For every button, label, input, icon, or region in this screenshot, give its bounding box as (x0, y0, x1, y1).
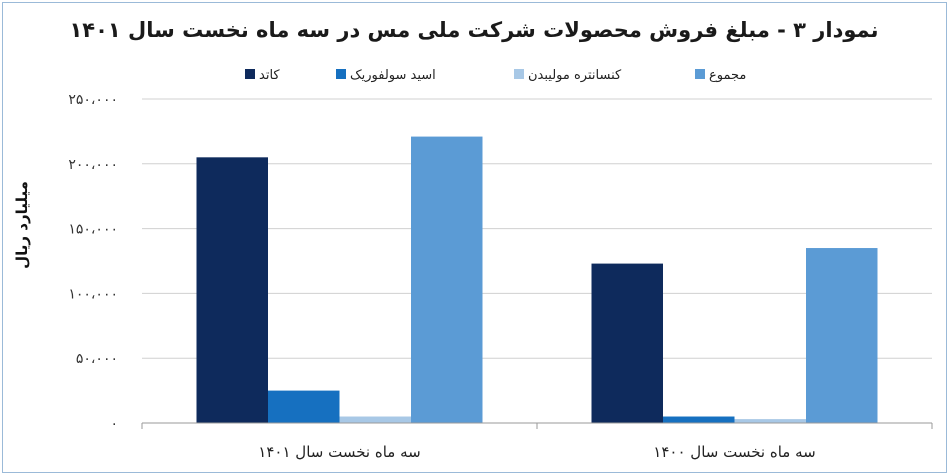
bar-1-3 (339, 416, 411, 423)
bars (196, 136, 878, 424)
y-tick-label: ۲۵۰،۰۰۰ (68, 92, 118, 108)
bar-2-4 (806, 248, 878, 423)
legend-label: کاتد (259, 68, 280, 83)
legend: کاتد اسید سولفوریک کنسانتره مولیبدن مجموع (245, 68, 746, 83)
legend-label: اسید سولفوریک (350, 68, 436, 83)
legend-label: مجموع (709, 68, 746, 83)
y-tick-label: ۱۰۰،۰۰۰ (68, 286, 118, 302)
y-tick-label: ۵۰،۰۰۰ (76, 351, 118, 367)
x-axis: سه ماه نخست سال ۱۴۰۱ سه ماه نخست سال ۱۴۰۰ (141, 422, 933, 461)
bar-2-2 (663, 416, 735, 423)
legend-swatch (336, 69, 346, 79)
legend-swatch (514, 69, 524, 79)
bar-2-3 (734, 419, 806, 423)
x-tick-label: سه ماه نخست سال ۱۴۰۱ (258, 443, 420, 461)
y-axis-label: میلیارد ریال (13, 181, 31, 269)
chart-title: نمودار ۳ - مبلغ فروش محصولات شرکت ملی مس… (69, 18, 878, 42)
gridlines (142, 98, 932, 359)
x-tick-label: سه ماه نخست سال ۱۴۰۰ (653, 443, 815, 461)
bar-1-4 (411, 136, 483, 424)
y-axis-ticks: ۰ ۵۰،۰۰۰ ۱۰۰،۰۰۰ ۱۵۰،۰۰۰ ۲۰۰،۰۰۰ ۲۵۰،۰۰۰ (68, 92, 118, 432)
bar-1-2 (268, 390, 340, 423)
y-tick-label: ۰ (110, 416, 118, 432)
legend-label: کنسانتره مولیبدن (528, 68, 622, 83)
legend-swatch (695, 69, 705, 79)
y-tick-label: ۲۰۰،۰۰۰ (68, 157, 118, 173)
legend-swatch (245, 69, 255, 79)
bar-2-1 (591, 263, 663, 423)
y-tick-label: ۱۵۰،۰۰۰ (68, 222, 118, 238)
bar-1-1 (196, 157, 268, 423)
